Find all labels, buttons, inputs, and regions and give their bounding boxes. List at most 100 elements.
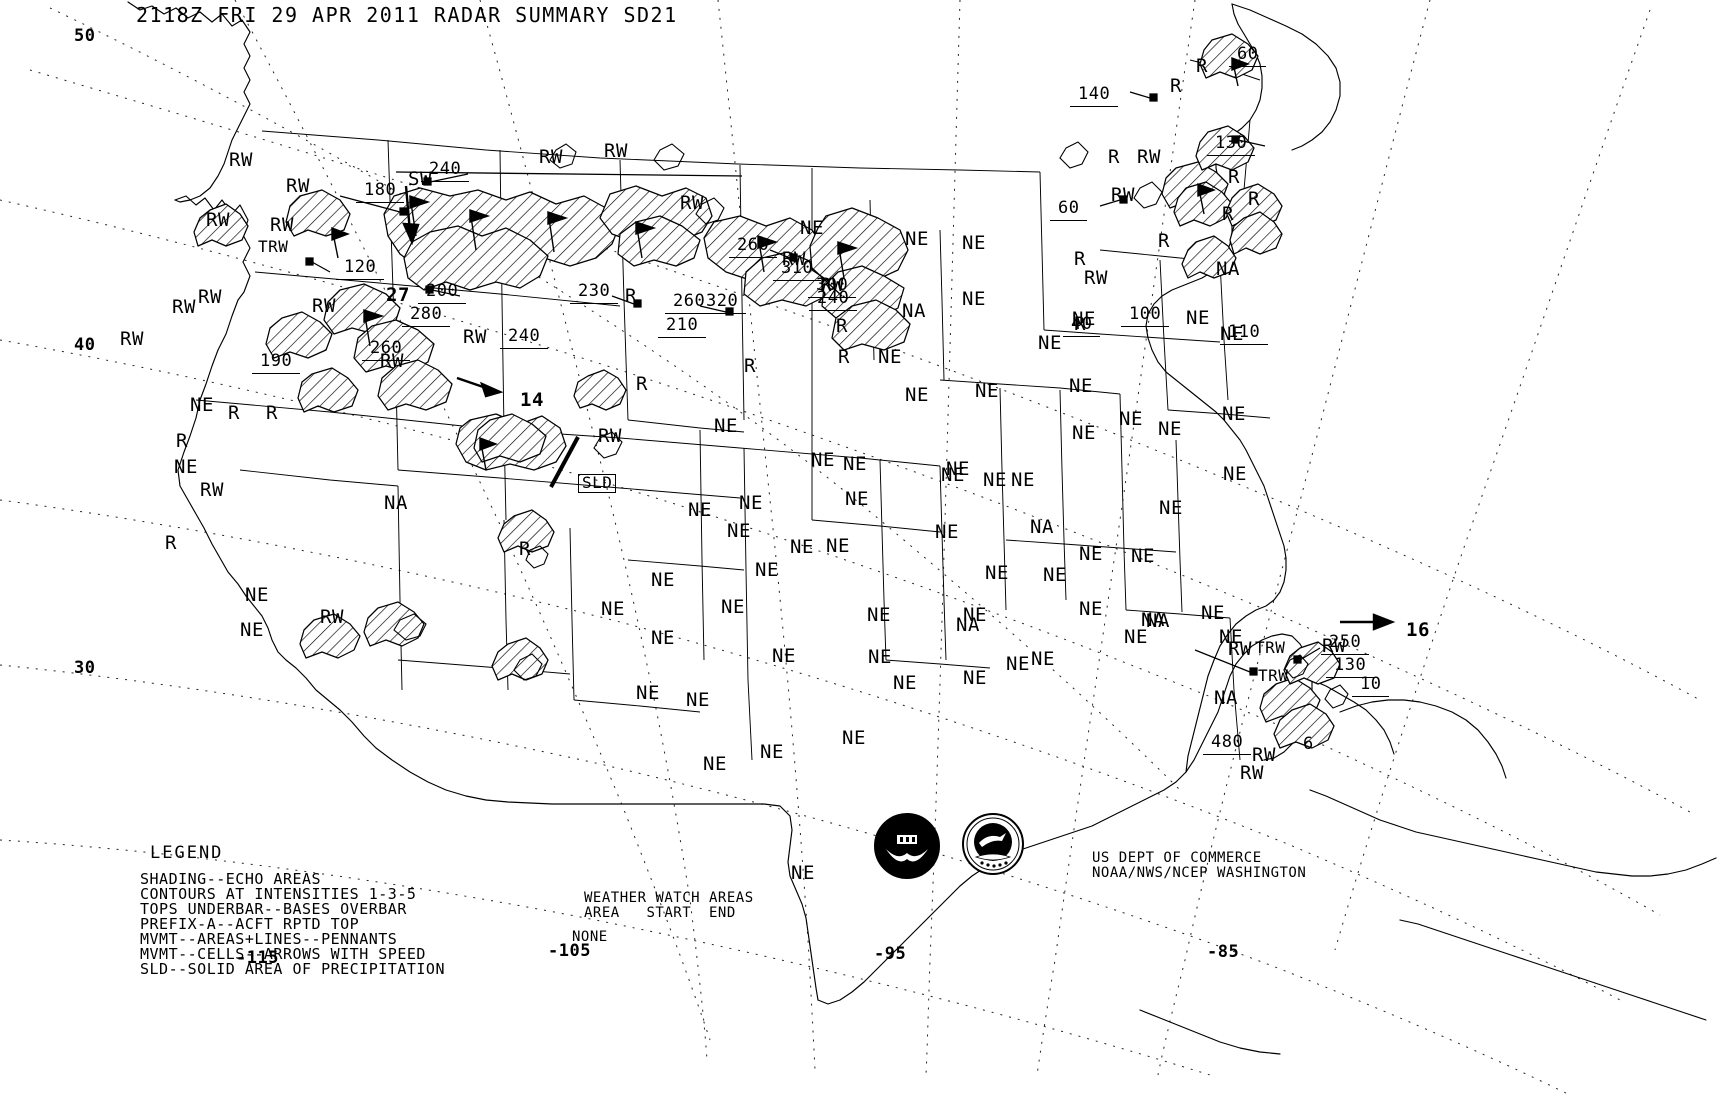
echo-type-label: NE: [1079, 598, 1103, 620]
echo-type-label: NE: [651, 627, 675, 649]
echo-top-value: 240: [421, 160, 470, 182]
echo-type-label: TRW: [1258, 666, 1289, 685]
echo-top-value: 260: [729, 236, 778, 258]
echo-type-label: NE: [727, 520, 751, 542]
echo-type-label: NE: [651, 569, 675, 591]
echo-top-value: 100: [1121, 305, 1170, 327]
echo-type-label: NE: [962, 232, 986, 254]
echo-type-label: NE: [790, 536, 814, 558]
echo-type-label: NE: [1220, 323, 1244, 345]
echo-type-label: NE: [1072, 308, 1096, 330]
small-echo-cells: [393, 141, 1349, 709]
legend-title: LEGEND: [150, 843, 224, 863]
echo-type-label: R: [266, 402, 278, 424]
echo-type-label: NE: [878, 346, 902, 368]
echo-type-label: R: [836, 315, 848, 337]
cell-speed-value: 16: [1406, 619, 1430, 641]
pennant-icon: [757, 235, 779, 273]
cell-speed-value: 27: [386, 284, 410, 306]
echo-type-label: NE: [245, 584, 269, 606]
echo-type-label: R: [1248, 188, 1260, 210]
noaa-seal-art: [877, 816, 937, 876]
echo-type-label: NE: [791, 862, 815, 884]
legend-line: TOPS UNDERBAR--BASES OVERBAR: [140, 900, 407, 918]
echo-type-label: NE: [1072, 422, 1096, 444]
nws-seal-art: [962, 813, 1024, 875]
echo-type-label: NE: [1131, 545, 1155, 567]
echo-type-label: RW: [120, 328, 144, 350]
echo-type-label: TRW: [258, 237, 289, 256]
cell-speed-value: 14: [520, 389, 544, 411]
echo-type-label: RW: [320, 606, 344, 628]
top-value-leader-lines: [305, 91, 1321, 676]
pennant-icons: [331, 56, 1250, 471]
echo-type-label: RW: [200, 479, 224, 501]
cell-arrow-icon: [402, 185, 420, 246]
legend-line: PREFIX-A--ACFT RPTD TOP: [140, 915, 360, 933]
watch-columns: AREA START END: [584, 905, 736, 921]
echo-type-label: NE: [1222, 403, 1246, 425]
echo-type-label: NE: [1043, 564, 1067, 586]
pennant-icon: [635, 221, 657, 259]
echo-type-label: NE: [714, 415, 738, 437]
echo-type-label: NE: [601, 598, 625, 620]
echo-type-label: R: [1222, 203, 1234, 225]
echo-type-label: NA: [902, 300, 926, 322]
echo-type-label: NE: [1124, 626, 1148, 648]
echo-type-label: NE: [760, 741, 784, 763]
echo-type-label: R: [176, 430, 188, 452]
echo-type-label: R: [228, 402, 240, 424]
echo-top-value: 130: [1326, 656, 1375, 678]
echo-type-label: NE: [893, 672, 917, 694]
echo-type-label: RW: [1322, 635, 1346, 657]
echo-top-value: 130: [1207, 134, 1256, 156]
pennant-icon: [547, 211, 569, 253]
echo-type-label: NA: [1030, 516, 1054, 538]
echo-top-value: 60: [1050, 199, 1088, 221]
echo-type-label: RW: [270, 214, 294, 236]
pennant-icon: [837, 241, 859, 279]
echo-type-label: NE: [739, 492, 763, 514]
pennant-icon: [469, 209, 491, 251]
echo-type-label: R: [838, 346, 850, 368]
echo-type-label: RW: [172, 296, 196, 318]
echo-type-label: RW: [286, 175, 310, 197]
echo-type-label: RW: [380, 350, 404, 372]
echo-type-label: NE: [935, 521, 959, 543]
credit-line-1: US DEPT OF COMMERCE: [1092, 850, 1262, 866]
echo-type-label: NE: [946, 458, 970, 480]
lon-label: -105: [548, 941, 591, 961]
legend-line: MVMT--AREAS+LINES--PENNANTS: [140, 930, 398, 948]
echo-type-label: NE: [240, 619, 264, 641]
echo-type-label: NE: [1201, 602, 1225, 624]
echo-type-label: SW: [408, 168, 432, 190]
chart-title: 2118Z FRI 29 APR 2011 RADAR SUMMARY SD21: [136, 3, 678, 27]
echo-type-label: RW: [463, 326, 487, 348]
echo-type-label: R: [636, 373, 648, 395]
legend-line: SLD--SOLID AREA OF PRECIPITATION: [140, 960, 445, 978]
echo-type-label: NE: [1038, 332, 1062, 354]
coastline-outlines: [127, 1, 1717, 1055]
echo-type-label: RW: [1228, 638, 1252, 660]
watch-heading: WEATHER WATCH AREAS: [584, 890, 754, 906]
lon-label: -95: [874, 944, 907, 964]
nws-seal-icon: [962, 813, 1024, 875]
lon-label: -115: [236, 948, 279, 968]
echo-type-label: RW: [1111, 184, 1135, 206]
legend-line: SHADING--ECHO AREAS: [140, 870, 322, 888]
echo-type-label: RW: [598, 425, 622, 447]
echo-top-value: 6: [1303, 734, 1314, 754]
echo-type-label: NE: [843, 453, 867, 475]
echo-type-label: NA: [1146, 610, 1170, 632]
echo-type-label: NE: [1186, 307, 1210, 329]
echo-type-label: NE: [755, 559, 779, 581]
credit-line-2: NOAA/NWS/NCEP WASHINGTON: [1092, 865, 1307, 881]
echo-type-label: R: [1074, 248, 1086, 270]
echo-type-label: NE: [868, 646, 892, 668]
echo-type-label: TRW: [1255, 638, 1286, 657]
echo-type-label: NA: [1214, 687, 1238, 709]
echo-top-value: 280: [402, 305, 451, 327]
